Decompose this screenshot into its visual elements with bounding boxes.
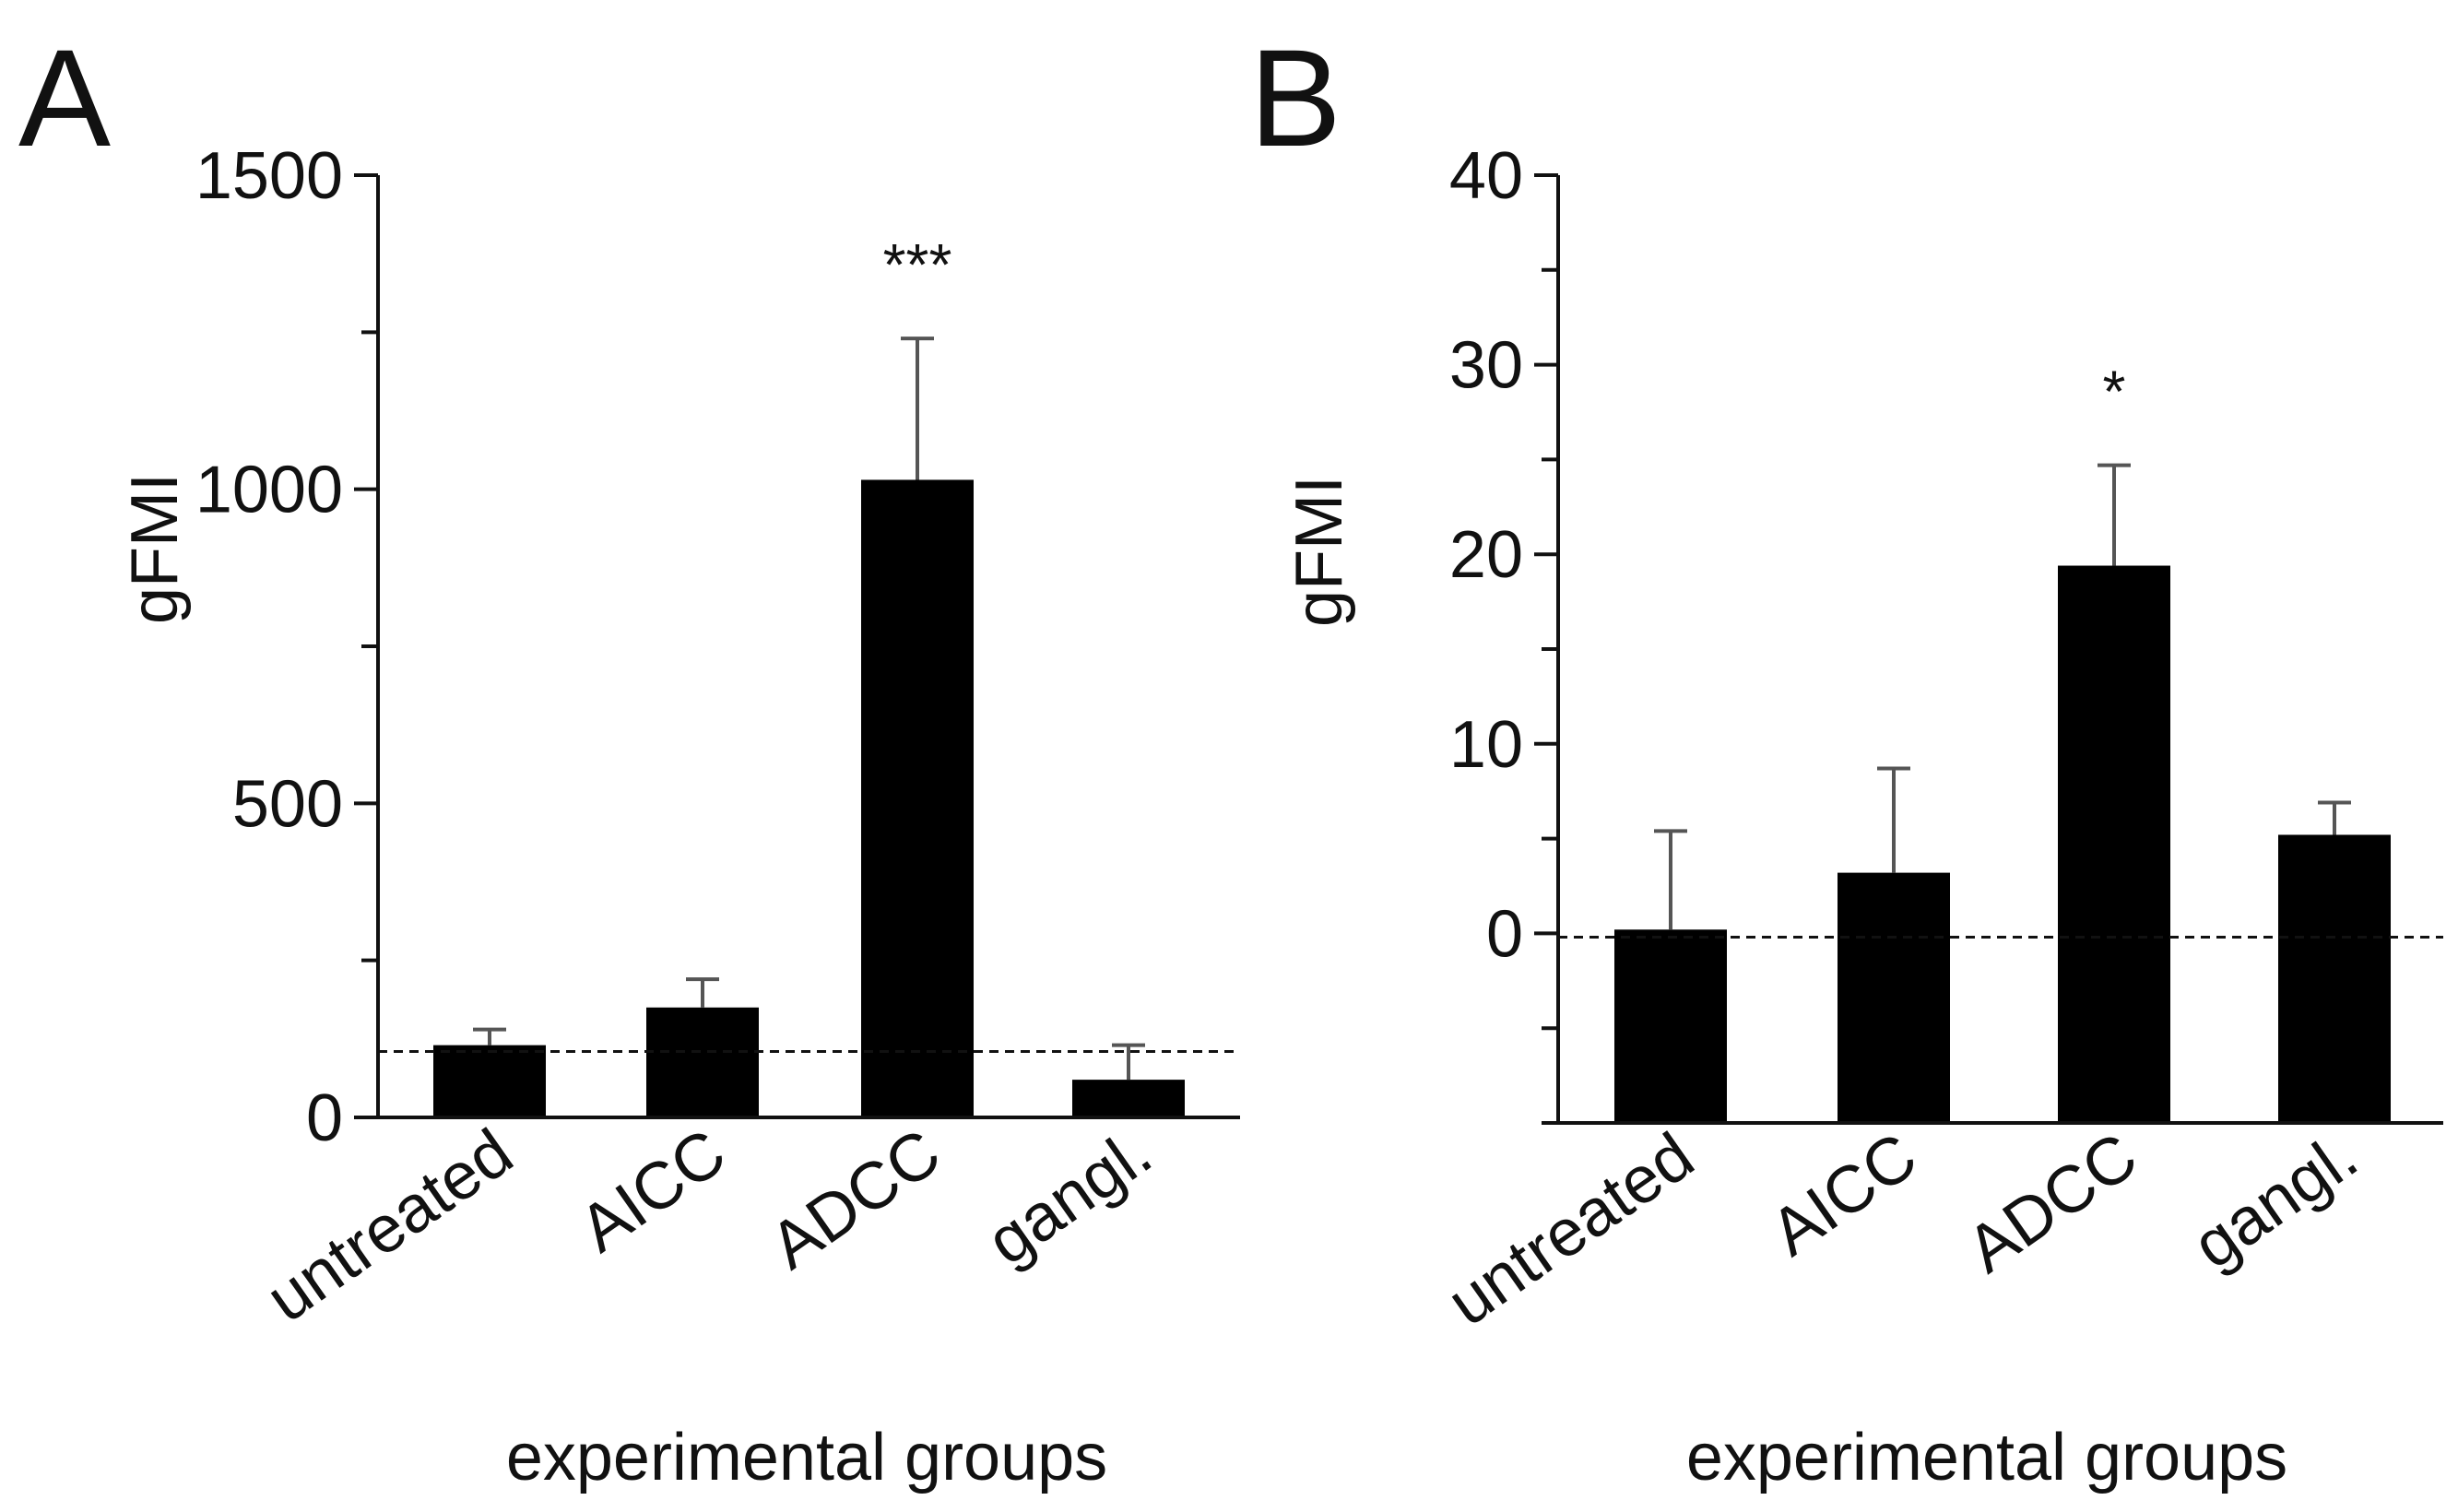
panel-b-category-labels: untreated AICC ADCC gangl.	[1435, 1119, 2370, 1341]
panel-a-bars	[433, 479, 1185, 1117]
bar-gangl	[2278, 834, 2391, 1123]
panel-a-y-ticks: 0 500 1000 1500	[195, 139, 378, 1155]
category-label: gangl.	[975, 1116, 1165, 1280]
bar-adcc	[861, 479, 974, 1117]
panel-a-significance: ***	[883, 231, 952, 298]
panel-a-category-labels: untreated AICC ADCC gangl.	[254, 1116, 1164, 1337]
category-label: ADCC	[757, 1116, 953, 1284]
y-tick-label: 30	[1449, 329, 1523, 403]
category-label: ADCC	[1954, 1119, 2150, 1288]
category-label: gangl.	[2180, 1119, 2371, 1283]
panel-a-error-bars	[473, 337, 1145, 1081]
panel-b-label: B	[1249, 20, 1341, 175]
panel-b-y-axis-title: gFMI	[1282, 476, 1356, 627]
y-tick-label: 0	[1486, 897, 1523, 971]
y-tick-label: 1000	[195, 454, 343, 527]
y-tick-label: 1500	[195, 139, 343, 213]
panel-b-x-axis-title: experimental groups	[1686, 1421, 2287, 1494]
y-tick-label: 40	[1449, 139, 1523, 213]
panel-b-error-bars	[1654, 463, 2351, 930]
bar-gangl	[1072, 1080, 1185, 1117]
category-label: AICC	[1757, 1119, 1930, 1270]
y-tick-label: 0	[306, 1081, 343, 1155]
panel-b-significance: *	[2103, 359, 2126, 425]
panel-a-axes	[376, 175, 1240, 1119]
y-tick-label: 20	[1449, 518, 1523, 592]
bar-aicc	[646, 1007, 759, 1117]
significance-marker: ***	[883, 231, 952, 298]
bar-untreated	[433, 1045, 546, 1117]
bar-adcc	[2058, 565, 2170, 1123]
panel-a-y-axis-title: gFMI	[118, 473, 192, 624]
significance-marker: *	[2103, 359, 2126, 425]
panel-b-bars	[1614, 565, 2391, 1123]
panel-a: A 0 500 1000 1500 untreated AICC ADCC gangl. *…	[18, 20, 1240, 1494]
y-tick-label: 500	[232, 767, 343, 841]
bar-aicc	[1838, 872, 1950, 1123]
panel-b-y-ticks: 0 10 20 30 40	[1449, 139, 1558, 1125]
panel-b: B 0 10 20 30 40 untreated AICC ADCC gangl. * gF…	[1249, 20, 2443, 1494]
y-tick-label: 10	[1449, 708, 1523, 782]
panel-a-x-axis-title: experimental groups	[506, 1421, 1107, 1494]
bar-untreated	[1614, 929, 1727, 1123]
category-label: AICC	[566, 1116, 739, 1267]
category-label: untreated	[1435, 1119, 1707, 1341]
panel-a-label: A	[18, 20, 111, 175]
category-label: untreated	[254, 1116, 526, 1337]
